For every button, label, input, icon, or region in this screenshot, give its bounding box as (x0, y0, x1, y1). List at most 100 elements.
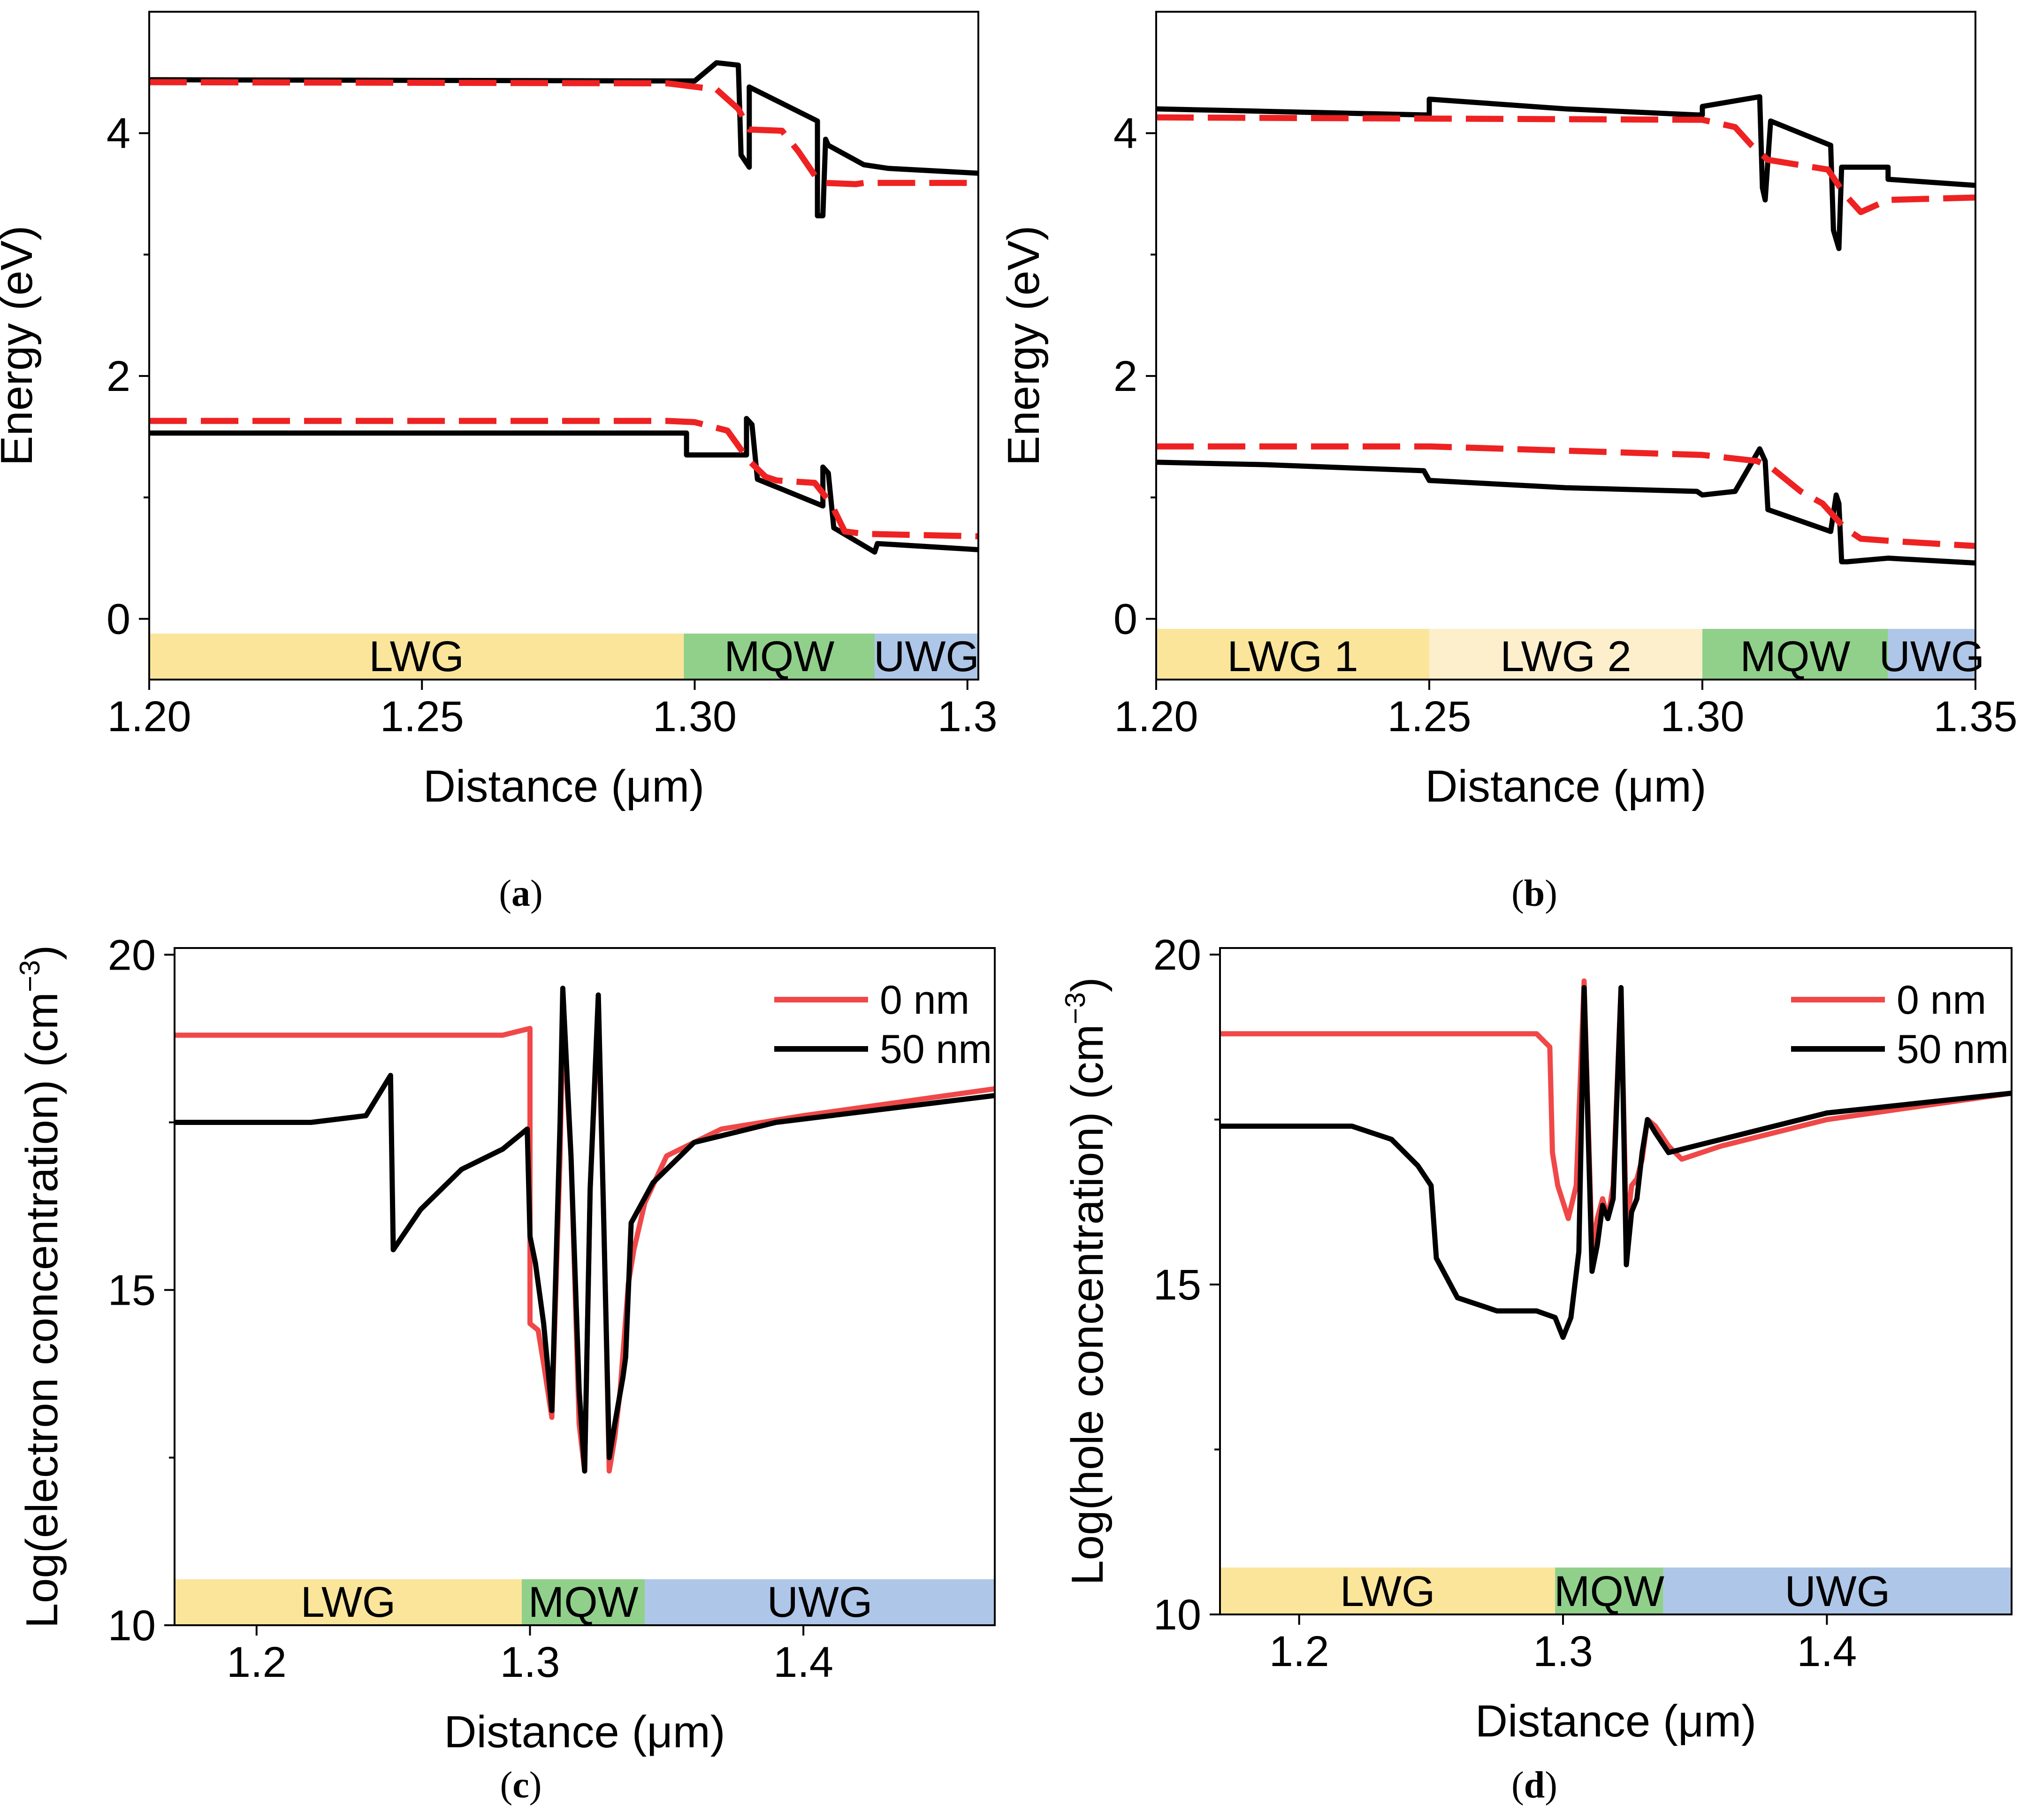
panel-c: LWG MQW UWG 1.2 1.3 1.4 10 15 20 Distance (μm) Log… (14, 931, 996, 1806)
panel-caption: (b) (1511, 873, 1557, 914)
series-group (175, 986, 995, 1474)
region-band-mqw (1555, 1568, 1663, 1614)
legend-label-0: 0 nm (880, 978, 969, 1023)
panel-caption: (c) (500, 1765, 542, 1806)
region-label-lwg-1: LWG 1 (1227, 633, 1358, 681)
plot-frame (1219, 947, 2013, 1615)
x-tick-label: 1.3 (1533, 1628, 1593, 1675)
region-band-lwg-2 (1429, 629, 1702, 680)
y-tick-label: 0 (1113, 596, 1137, 643)
x-tick-label: 1.20 (1114, 693, 1198, 741)
plot-frame (1155, 11, 1976, 681)
series-group (1220, 978, 2012, 1340)
panel-caption: (a) (499, 873, 542, 914)
panel-caption: (d) (1511, 1765, 1557, 1806)
series-ev-0-nm (149, 418, 978, 540)
legend-label-0: 0 nm (1897, 978, 1986, 1023)
region-label-uwg: UWG (1879, 633, 1984, 681)
region-band-mqw (1702, 629, 1888, 680)
region-label-mqw: MQW (1740, 633, 1850, 681)
y-tick-label: 4 (1113, 110, 1137, 158)
x-axis-label: Distance (μm) (1425, 761, 1706, 811)
series-ec-50-nm (1156, 94, 1975, 251)
x-tick-label: 1.3 (938, 693, 998, 741)
x-tick-label: 1.2 (227, 1638, 287, 1686)
region-label-uwg: UWG (1784, 1568, 1890, 1615)
region-band-mqw (684, 634, 875, 680)
y-axis-label: Log(electron concentration) (cm−3) (14, 945, 67, 1629)
panel-caption-letter: a (511, 873, 530, 914)
region-band-uwg (1888, 629, 1975, 680)
series-group (1156, 94, 1975, 566)
y-tick-label: 4 (107, 110, 130, 158)
region-label-mqw: MQW (528, 1578, 639, 1626)
panel-b: LWG 1 LWG 2 MQW UWG 1.20 1.25 1.30 1.35 0 2 4 Dista… (999, 11, 2018, 914)
y-axis-label-close: ) (1062, 977, 1113, 992)
y-axis-label-exponent: −3 (1060, 992, 1091, 1024)
y-axis-label: Log(hole concentration) (cm−3) (1060, 977, 1113, 1585)
region-label-lwg: LWG (301, 1578, 396, 1626)
region-label-uwg: UWG (874, 633, 979, 681)
series-ev-0-nm (1156, 443, 1975, 549)
plot-frame (174, 947, 996, 1626)
series-50-nm (1220, 985, 2012, 1340)
series-ec-0-nm (149, 79, 978, 187)
region-band-lwg (175, 1579, 522, 1625)
y-tick-label: 2 (107, 352, 130, 400)
series-ev-50-nm (1156, 446, 1975, 566)
x-tick-label: 1.20 (107, 693, 191, 741)
x-tick-label: 1.2 (1269, 1628, 1329, 1675)
y-tick-label: 20 (108, 931, 156, 979)
y-tick-label: 10 (108, 1602, 156, 1650)
region-bands (149, 634, 978, 680)
x-axis-label: Distance (μm) (444, 1707, 725, 1757)
y-axis-label-exponent: −3 (14, 960, 46, 992)
region-label-lwg-2: LWG 2 (1500, 633, 1631, 681)
series-ev-50-nm (149, 416, 978, 555)
y-tick-label: 10 (1153, 1591, 1201, 1639)
y-axis-label: Energy (eV) (0, 225, 42, 466)
y-axis-label-main: Log(electron concentration) (cm (17, 992, 67, 1628)
region-band-uwg (875, 634, 978, 680)
region-band-uwg (645, 1579, 995, 1625)
region-bands (175, 1579, 995, 1625)
region-label-mqw: MQW (724, 633, 834, 681)
x-axis-label: Distance (μm) (1475, 1696, 1756, 1746)
plot-frame (148, 11, 979, 681)
series-group (149, 60, 978, 555)
region-bands (1156, 629, 1975, 680)
x-tick-label: 1.35 (1933, 693, 2017, 741)
series-ec-50-nm (149, 60, 978, 219)
series-50-nm (175, 986, 995, 1474)
region-band-lwg (149, 634, 684, 680)
panel-caption-letter: b (1524, 873, 1545, 914)
legend-label-1: 50 nm (1897, 1027, 2009, 1072)
y-axis-label-close: ) (17, 945, 67, 960)
region-band-lwg (1220, 1568, 1555, 1614)
x-axis-label: Distance (μm) (423, 761, 704, 811)
y-tick-label: 15 (108, 1267, 156, 1315)
x-tick-label: 1.30 (1660, 693, 1744, 741)
y-axis-label-main: Log(hole concentration) (cm (1062, 1025, 1113, 1585)
series-ec-0-nm (1156, 114, 1975, 215)
panel-caption-letter: c (512, 1765, 529, 1806)
region-band-uwg (1663, 1568, 2012, 1614)
region-label-mqw: MQW (1554, 1568, 1664, 1615)
y-tick-label: 15 (1153, 1261, 1201, 1309)
x-tick-label: 1.25 (1387, 693, 1471, 741)
region-label-lwg: LWG (369, 633, 464, 681)
y-tick-label: 20 (1153, 931, 1201, 979)
legend-label-1: 50 nm (880, 1027, 992, 1072)
y-tick-label: 0 (107, 596, 130, 643)
region-label-uwg: UWG (767, 1578, 873, 1626)
x-tick-label: 1.4 (773, 1638, 833, 1686)
region-bands (1220, 1568, 2012, 1614)
y-axis-label: Energy (eV) (999, 225, 1049, 466)
y-tick-label: 2 (1113, 352, 1137, 400)
region-band-mqw (521, 1579, 645, 1625)
x-tick-label: 1.4 (1797, 1628, 1857, 1675)
panel-caption-letter: d (1524, 1765, 1545, 1806)
x-tick-label: 1.30 (653, 693, 737, 741)
